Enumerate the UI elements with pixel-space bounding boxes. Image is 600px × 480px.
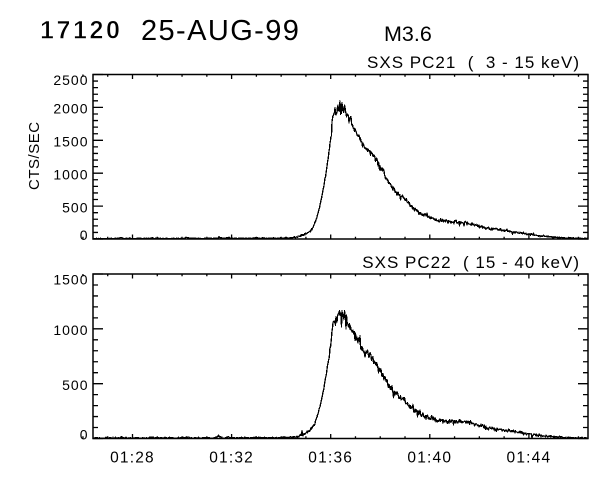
- svg-text:CTS/SEC: CTS/SEC: [26, 121, 43, 190]
- svg-text:500: 500: [62, 377, 88, 393]
- svg-text:1000: 1000: [53, 167, 88, 183]
- svg-text:25-AUG-99: 25-AUG-99: [141, 15, 300, 47]
- svg-text:500: 500: [62, 199, 88, 215]
- svg-text:SXS PC21 ( 3 - 15 keV): SXS PC21 ( 3 - 15 keV): [367, 53, 580, 72]
- svg-text:01:44: 01:44: [507, 450, 552, 467]
- svg-text:1500: 1500: [53, 134, 88, 150]
- svg-text:0: 0: [80, 227, 89, 243]
- svg-text:SXS PC22 ( 15 - 40 keV): SXS PC22 ( 15 - 40 keV): [362, 253, 580, 272]
- svg-text:01:36: 01:36: [308, 450, 353, 467]
- svg-text:01:40: 01:40: [407, 450, 452, 467]
- svg-text:M3.6: M3.6: [384, 22, 432, 46]
- svg-text:01:28: 01:28: [110, 450, 155, 467]
- svg-text:17120: 17120: [40, 17, 123, 45]
- svg-text:2000: 2000: [53, 101, 88, 117]
- svg-text:2500: 2500: [53, 72, 88, 88]
- svg-text:1000: 1000: [53, 322, 88, 338]
- svg-text:0: 0: [80, 426, 89, 442]
- svg-text:1500: 1500: [53, 272, 88, 288]
- svg-text:01:32: 01:32: [209, 450, 254, 467]
